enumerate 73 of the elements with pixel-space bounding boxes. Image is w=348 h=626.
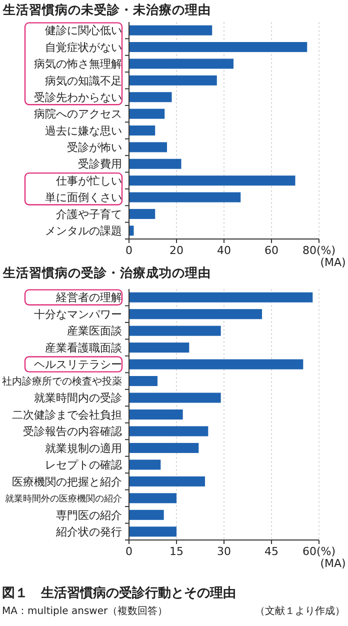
x-axis-title: (MA) <box>320 557 346 570</box>
y-tick-label: 受診が怖い <box>67 141 122 154</box>
bar <box>129 392 221 403</box>
y-tick-label: 受診先わからない <box>34 90 122 104</box>
y-tick-label: 受診費用 <box>78 158 122 171</box>
text: MA：multiple answer（複数回答） <box>2 605 168 617</box>
y-tick-label: 紹介状の発行 <box>55 525 122 538</box>
bar <box>129 42 308 52</box>
y-tick-label: 就業時間内の受診 <box>34 392 122 405</box>
bar <box>129 125 156 136</box>
y-tick-label: 単に面倒くさい <box>45 191 122 204</box>
bar <box>129 460 161 470</box>
x-tick-label: 15 <box>170 545 184 558</box>
x-axis-title: (MA) <box>320 256 346 269</box>
bar <box>129 510 164 520</box>
y-tick-label: 仕事が忙しい <box>56 174 122 188</box>
bar <box>129 442 199 453</box>
x-tick-label: 0 <box>126 545 132 558</box>
bar <box>129 309 262 320</box>
y-tick-label: 病院へのアクセス <box>34 108 122 121</box>
chart-title: 生活習慣病の未受診・未治療の理由 <box>2 2 211 17</box>
bar <box>129 376 158 386</box>
bar <box>129 192 241 202</box>
text: （文献１より作成） <box>255 605 345 617</box>
bar <box>129 92 172 102</box>
bar <box>129 526 176 537</box>
bar <box>129 409 183 420</box>
y-tick-label: 過去に嫌な思い <box>45 124 122 138</box>
x-tick-label: 80(%) <box>302 244 336 257</box>
bar <box>129 326 221 336</box>
bar <box>129 108 165 119</box>
y-tick-label: 受診報告の内容確認 <box>23 425 122 438</box>
y-tick-label: 就業時間外の医療機関の紹介 <box>5 493 122 504</box>
y-tick-label: 社内診療所での検査や投薬 <box>2 376 122 388</box>
bar <box>129 426 208 436</box>
y-tick-label: 病気の怖さ無理解 <box>34 58 122 71</box>
y-tick-label: 産業医面談 <box>67 324 122 338</box>
y-tick-label: 専門医の紹介 <box>56 508 122 522</box>
y-tick-label: メンタルの課題 <box>45 224 122 238</box>
y-tick-label: ヘルスリテラシー <box>34 358 122 372</box>
chart-title: 生活習慣病の受診・治療成功の理由 <box>2 265 211 280</box>
bar <box>129 476 205 486</box>
bar <box>129 208 156 219</box>
bar <box>129 226 134 236</box>
y-tick-label: 十分なマンパワー <box>34 308 122 321</box>
caption: 図１ 生活習慣病の受診行動とその理由 <box>2 585 236 601</box>
x-tick-label: 40 <box>217 244 231 257</box>
bar <box>129 75 217 86</box>
y-tick-label: 自覚症状がない <box>45 40 122 54</box>
y-tick-label: 二次健診まで会社負担 <box>12 408 122 422</box>
x-tick-label: 60 <box>264 244 278 257</box>
x-tick-label: 30 <box>217 545 231 558</box>
y-tick-label: 健診に関心低い <box>45 24 122 38</box>
bar <box>129 158 182 169</box>
x-tick-label: 60(%) <box>302 545 336 558</box>
bar <box>129 359 304 370</box>
y-tick-label: 産業看護職面談 <box>45 341 122 354</box>
bar <box>129 58 234 69</box>
y-tick-label: 経営者の理解 <box>55 291 122 304</box>
bar <box>129 25 212 36</box>
y-tick-label: 医療機関の把握と紹介 <box>12 475 122 488</box>
bar <box>129 142 167 152</box>
x-tick-label: 45 <box>264 545 278 558</box>
bar <box>129 176 296 186</box>
y-tick-label: レセプトの確認 <box>45 458 122 472</box>
y-tick-label: 介護や子育て <box>56 208 122 221</box>
y-tick-label: 病気の知識不足 <box>45 74 122 88</box>
x-tick-label: 20 <box>170 244 184 257</box>
bar <box>129 342 190 353</box>
y-tick-label: 就業規制の適用 <box>45 442 122 455</box>
bar <box>129 493 176 504</box>
bar <box>129 292 313 302</box>
x-tick-label: 0 <box>126 244 132 257</box>
